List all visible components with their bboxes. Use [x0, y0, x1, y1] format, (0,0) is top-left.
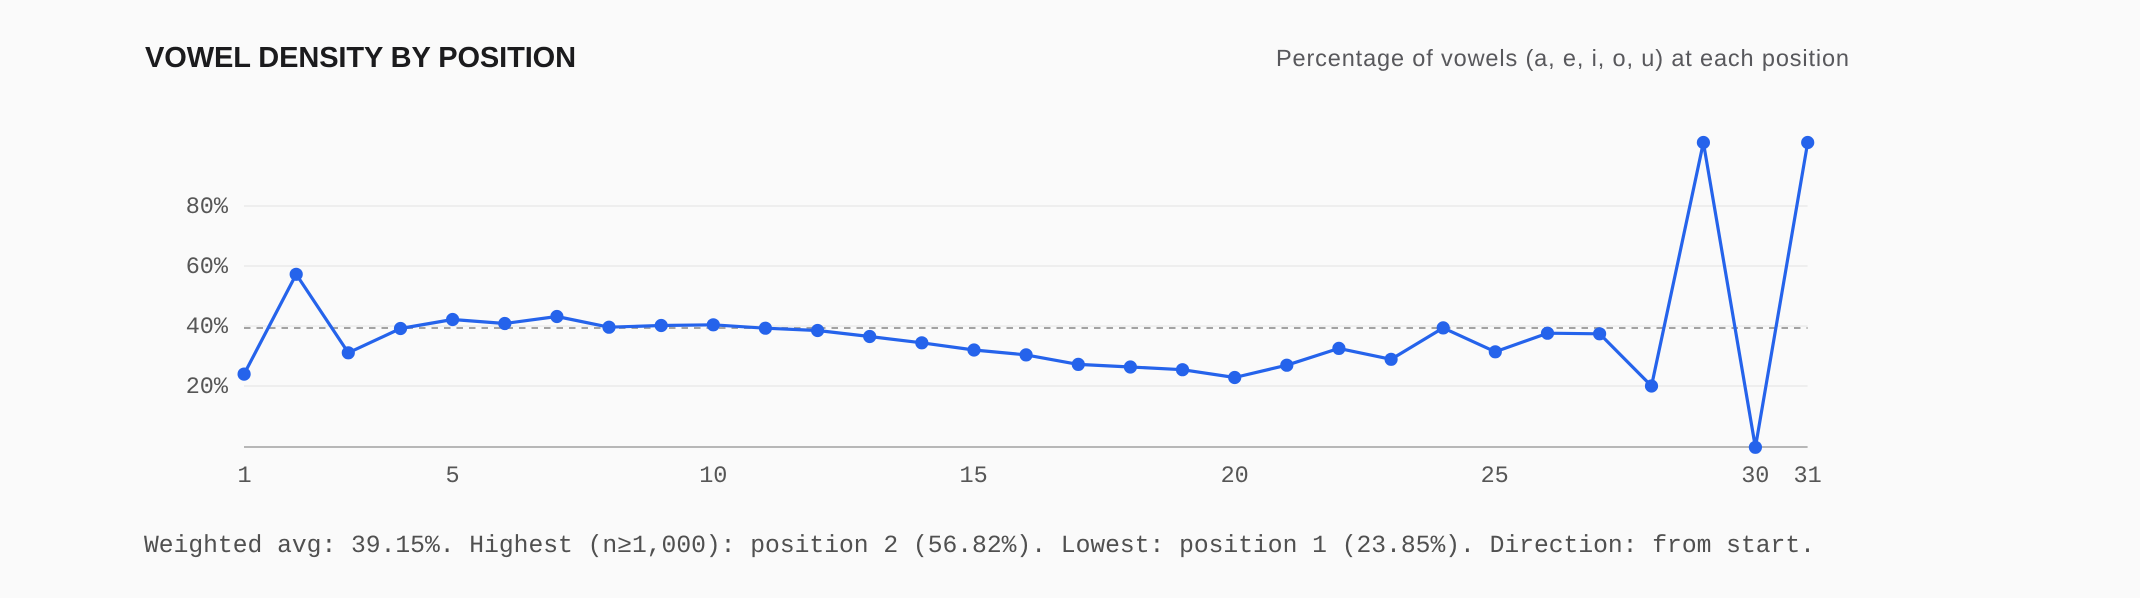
- svg-text:5: 5: [446, 463, 460, 490]
- svg-text:1: 1: [238, 463, 252, 490]
- svg-text:31: 31: [1793, 463, 1821, 490]
- svg-text:80%: 80%: [186, 194, 229, 221]
- svg-text:20: 20: [1221, 463, 1249, 490]
- svg-text:25: 25: [1481, 463, 1509, 490]
- svg-text:40%: 40%: [186, 314, 229, 341]
- svg-text:15: 15: [959, 463, 987, 490]
- svg-text:60%: 60%: [186, 254, 229, 281]
- svg-text:30: 30: [1741, 463, 1769, 490]
- svg-text:20%: 20%: [186, 374, 229, 401]
- svg-text:10: 10: [699, 463, 727, 490]
